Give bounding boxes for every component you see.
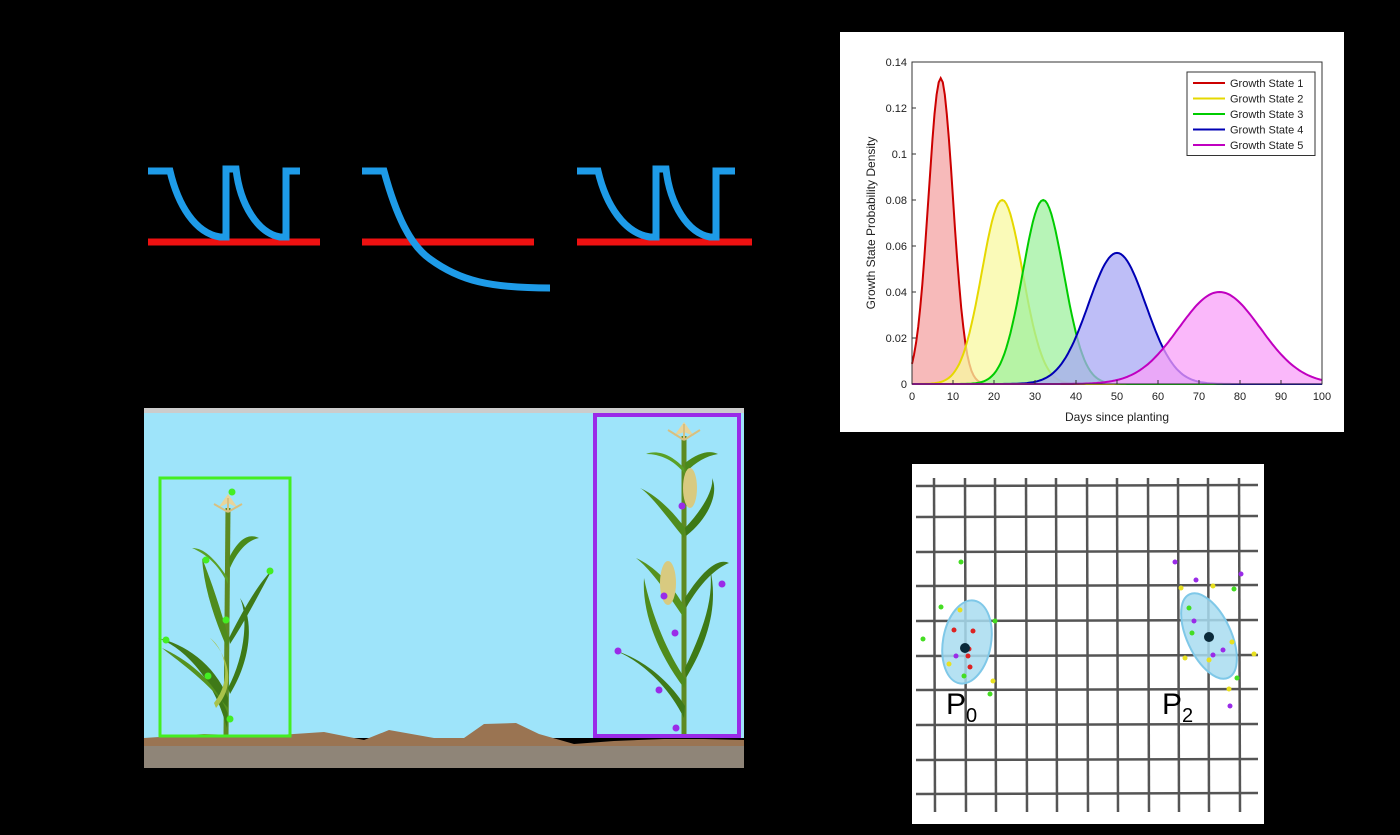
- signal-strip-svg: [148, 165, 752, 292]
- mature-plant-keypoints: [614, 502, 726, 732]
- grid-line-vertical: [993, 477, 998, 813]
- mature-plant-box: [593, 413, 741, 738]
- y-tick-label: 0: [901, 379, 907, 391]
- series-area-5: [912, 292, 1322, 384]
- grid-line-vertical: [1146, 477, 1151, 813]
- x-axis-label: Days since planting: [1065, 410, 1169, 424]
- label-p2-main: P: [1162, 688, 1182, 721]
- cluster-points-p2: [1172, 559, 1257, 709]
- grid-line-horizontal: [915, 514, 1259, 519]
- mature-corn-plant: [614, 422, 729, 736]
- grid-line-vertical: [1115, 477, 1120, 813]
- label-p2: P2: [1162, 688, 1193, 727]
- x-tick-label: 20: [988, 391, 1000, 403]
- y-tick-label: 0.06: [886, 241, 907, 253]
- x-tick-label: 100: [1313, 391, 1331, 403]
- series-area-4: [912, 252, 1322, 384]
- label-p2-sub: 2: [1182, 705, 1193, 727]
- label-p0: P0: [946, 688, 977, 727]
- series-area-3: [912, 200, 1322, 384]
- centroid-p0: [960, 643, 970, 653]
- x-tick-label: 30: [1029, 391, 1041, 403]
- signal-strip: [140, 155, 760, 305]
- cluster-points-p0: [920, 559, 998, 697]
- series-area-1: [912, 78, 1322, 384]
- grid-line-vertical: [1237, 477, 1242, 813]
- x-tick-label: 60: [1152, 391, 1164, 403]
- legend-label-3: Growth State 3: [1230, 109, 1303, 121]
- chart-svg: 0 10 20 30 40 50 60 70 80 90 100 0 0.02 0.04 0.06 0.08 0…: [864, 57, 1332, 424]
- x-tick-label: 40: [1070, 391, 1082, 403]
- legend-label-1: Growth State 1: [1230, 78, 1303, 90]
- grid-line-vertical: [1054, 477, 1059, 813]
- y-axis-label: Growth State Probability Density: [864, 137, 878, 310]
- signal-trace-3: [577, 165, 735, 241]
- young-plant-keypoints: [162, 488, 274, 723]
- signal-trace-2: [362, 167, 551, 292]
- grid-line-horizontal: [915, 583, 1259, 588]
- grid-line-horizontal: [915, 549, 1259, 554]
- legend-label-4: Growth State 4: [1230, 125, 1303, 137]
- grid-line-vertical: [1085, 477, 1090, 813]
- grid-line-vertical: [1176, 477, 1181, 813]
- x-tick-label: 50: [1111, 391, 1123, 403]
- ground-base: [144, 746, 744, 768]
- grid-line-horizontal: [915, 757, 1259, 762]
- grid-map-svg: P0 P2: [915, 477, 1259, 813]
- field-scene-svg: [144, 408, 744, 768]
- cluster-ellipse-p0: [941, 599, 993, 685]
- y-tick-label: 0.1: [892, 149, 907, 161]
- y-tick-label: 0.14: [886, 57, 907, 69]
- label-p0-sub: 0: [966, 705, 977, 727]
- x-tick-label: 10: [947, 391, 959, 403]
- legend-label-2: Growth State 2: [1230, 94, 1303, 106]
- y-tick-label: 0.12: [886, 103, 907, 115]
- scene-top-strip: [144, 408, 744, 413]
- legend: Growth State 1 Growth State 2 Growth State…: [1186, 71, 1316, 156]
- x-tick-label: 90: [1275, 391, 1287, 403]
- grid-map: P0 P2: [912, 464, 1264, 824]
- ground-soil: [144, 723, 744, 748]
- grid-line-vertical: [1024, 477, 1029, 813]
- grid-line-horizontal: [915, 791, 1259, 796]
- field-scene: [144, 408, 744, 768]
- signal-trace-1: [148, 165, 300, 241]
- y-tick-label: 0.08: [886, 195, 907, 207]
- centroid-p2: [1204, 632, 1214, 642]
- x-tick-label: 80: [1234, 391, 1246, 403]
- grid-line-vertical: [932, 477, 937, 813]
- grid-line-horizontal: [915, 722, 1259, 727]
- series-layer: [911, 75, 1323, 385]
- x-tick-label: 0: [909, 391, 915, 403]
- y-tick-label: 0.04: [886, 287, 907, 299]
- x-tick-label: 70: [1193, 391, 1205, 403]
- sky: [144, 413, 744, 738]
- grid-line-horizontal: [915, 483, 1259, 488]
- grid-line-horizontal: [915, 687, 1259, 692]
- y-tick-label: 0.02: [886, 333, 907, 345]
- label-p0-main: P: [946, 688, 966, 721]
- young-plant-box: [158, 476, 292, 738]
- legend-label-5: Growth State 5: [1230, 140, 1303, 152]
- tick-layer: 0 10 20 30 40 50 60 70 80 90 100 0 0.02 0.04 0.06 0.08 0…: [886, 57, 1332, 403]
- growth-state-chart: 0 10 20 30 40 50 60 70 80 90 100 0 0.02 0.04 0.06 0.08 0…: [840, 32, 1344, 432]
- grid-lines: [915, 477, 1259, 813]
